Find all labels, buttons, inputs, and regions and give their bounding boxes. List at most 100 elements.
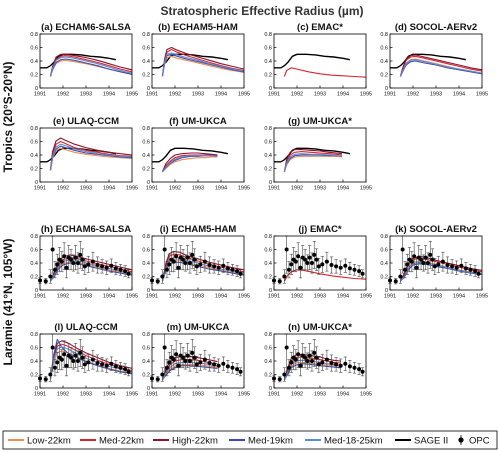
y-tick-label: 0.4: [30, 261, 38, 267]
x-tick-label: 1994: [103, 294, 115, 300]
opc-point: [185, 343, 190, 369]
x-tick-label: 1991: [146, 186, 158, 192]
opc-point: [50, 235, 55, 274]
opc-point: [113, 262, 118, 275]
panel-title: (b) ECHAM5-HAM: [158, 22, 238, 33]
opc-point: [334, 357, 339, 372]
y-tick-label: 0.2: [142, 167, 150, 173]
panel-h: (h) ECHAM6-SALSA 0 0.2 0.4 0.6 0.8 1991 1992 199…: [30, 224, 138, 300]
opc-point: [402, 261, 407, 279]
panel-title: (c) EMAC*: [297, 22, 343, 33]
panel-frame: [151, 333, 245, 389]
opc-point: [230, 362, 235, 374]
opc-point: [347, 360, 352, 373]
opc-point: [293, 349, 298, 371]
x-tick-label: 1992: [169, 186, 181, 192]
y-tick-label: 0.8: [30, 126, 38, 132]
panel-c: (c) EMAC* 0 0.2 0.4 0.6 0.8 1991 1992 1993 1994 19…: [264, 22, 372, 98]
panel-j: (j) EMAC* 0 0.2 0.4 0.6 0.8 1991 1992 1993 1994 19…: [264, 224, 372, 300]
y-tick-label: 0: [385, 86, 388, 92]
opc-point: [164, 359, 169, 377]
panel-frame: [151, 127, 245, 183]
series-line-med-22km: [283, 67, 367, 78]
opc-point: [305, 254, 310, 272]
opc-point: [169, 345, 174, 371]
y-tick-label: 0: [269, 86, 272, 92]
series-line-sage-ii: [152, 53, 229, 69]
opc-point: [303, 249, 308, 271]
series-line-med-18-25km: [161, 52, 245, 77]
x-tick-label: 1995: [126, 392, 138, 398]
x-tick-label: 1995: [126, 294, 138, 300]
x-tick-label: 1991: [384, 92, 396, 98]
opc-point: [43, 376, 48, 383]
opc-point: [167, 351, 172, 373]
series-line-med-18-25km: [399, 59, 483, 77]
series-line-med-22km: [283, 269, 367, 282]
opc-point: [282, 367, 287, 382]
opc-point: [100, 357, 105, 372]
opc-point: [324, 349, 329, 370]
y-tick-label: 0.4: [142, 359, 150, 365]
panel-title: (f) UM-UKCA: [169, 116, 227, 127]
panel-e: (e) ULAQ-CCM 0 0.2 0.4 0.6 0.8 1991 1992 1993 199…: [30, 116, 138, 192]
opc-point: [86, 353, 91, 371]
opc-point: [309, 252, 314, 274]
legend-item-med-19km: Med-19km: [229, 436, 293, 447]
opc-point: [428, 241, 433, 269]
x-tick-label: 1991: [146, 294, 158, 300]
x-tick-label: 1993: [192, 186, 204, 192]
series-line-high-22km: [161, 46, 245, 77]
opc-point: [338, 358, 343, 373]
opc-point: [190, 339, 195, 367]
opc-point: [123, 265, 128, 277]
x-tick-label: 1994: [337, 294, 349, 300]
y-tick-label: 0.2: [142, 275, 150, 281]
panel-n: (n) UM-UKCA* 0 0.2 0.4 0.6 0.8 1991 1992 1993 199…: [264, 322, 372, 398]
opc-point: [69, 347, 74, 369]
opc-point: [298, 257, 303, 279]
panel-frame: [273, 333, 367, 389]
x-tick-label: 1994: [103, 392, 115, 398]
opc-point: [409, 251, 414, 273]
opc-point: [238, 367, 243, 377]
x-tick-label: 1992: [407, 294, 419, 300]
opc-point: [187, 350, 192, 372]
series-line-sage-ii: [152, 147, 229, 163]
panel-a: (a) ECHAM6-SALSA 0 0.2 0.4 0.6 0.8 1991 1992 199…: [30, 22, 138, 98]
y-tick-label: 0: [269, 288, 272, 294]
panel-title: (h) ECHAM6-SALSA: [41, 224, 131, 235]
opc-point: [162, 333, 167, 372]
y-tick-label: 0.6: [264, 46, 272, 52]
row-label-tropics: Tropics (20°S-20°N): [1, 62, 15, 173]
opc-point: [320, 353, 325, 371]
panel-frame: [273, 33, 367, 89]
series-line-med-19km: [49, 145, 133, 171]
opc-point: [86, 255, 91, 273]
opc-point: [207, 354, 212, 372]
x-tick-label: 1991: [268, 294, 280, 300]
opc-point: [357, 265, 362, 277]
y-tick-label: 0.4: [30, 153, 38, 159]
x-tick-label: 1995: [476, 294, 488, 300]
panel-frame: [151, 235, 245, 291]
opc-point: [352, 362, 357, 374]
opc-point: [293, 251, 298, 273]
opc-point: [95, 256, 100, 274]
series-line-sage-ii: [274, 53, 351, 69]
y-tick-label: 0: [35, 180, 38, 186]
y-tick-label: 0.2: [380, 73, 388, 79]
y-tick-label: 0: [147, 180, 150, 186]
opc-point: [80, 346, 85, 369]
opc-point: [104, 358, 109, 373]
y-tick-label: 0.6: [264, 248, 272, 254]
opc-point: [202, 251, 207, 272]
opc-point: [183, 254, 188, 272]
y-tick-label: 0.8: [380, 234, 388, 240]
x-tick-label: 1993: [314, 392, 326, 398]
opc-point: [225, 262, 230, 275]
opc-point: [174, 242, 179, 271]
opc-point: [194, 355, 199, 373]
y-tick-label: 0: [147, 386, 150, 392]
opc-point: [160, 269, 165, 284]
